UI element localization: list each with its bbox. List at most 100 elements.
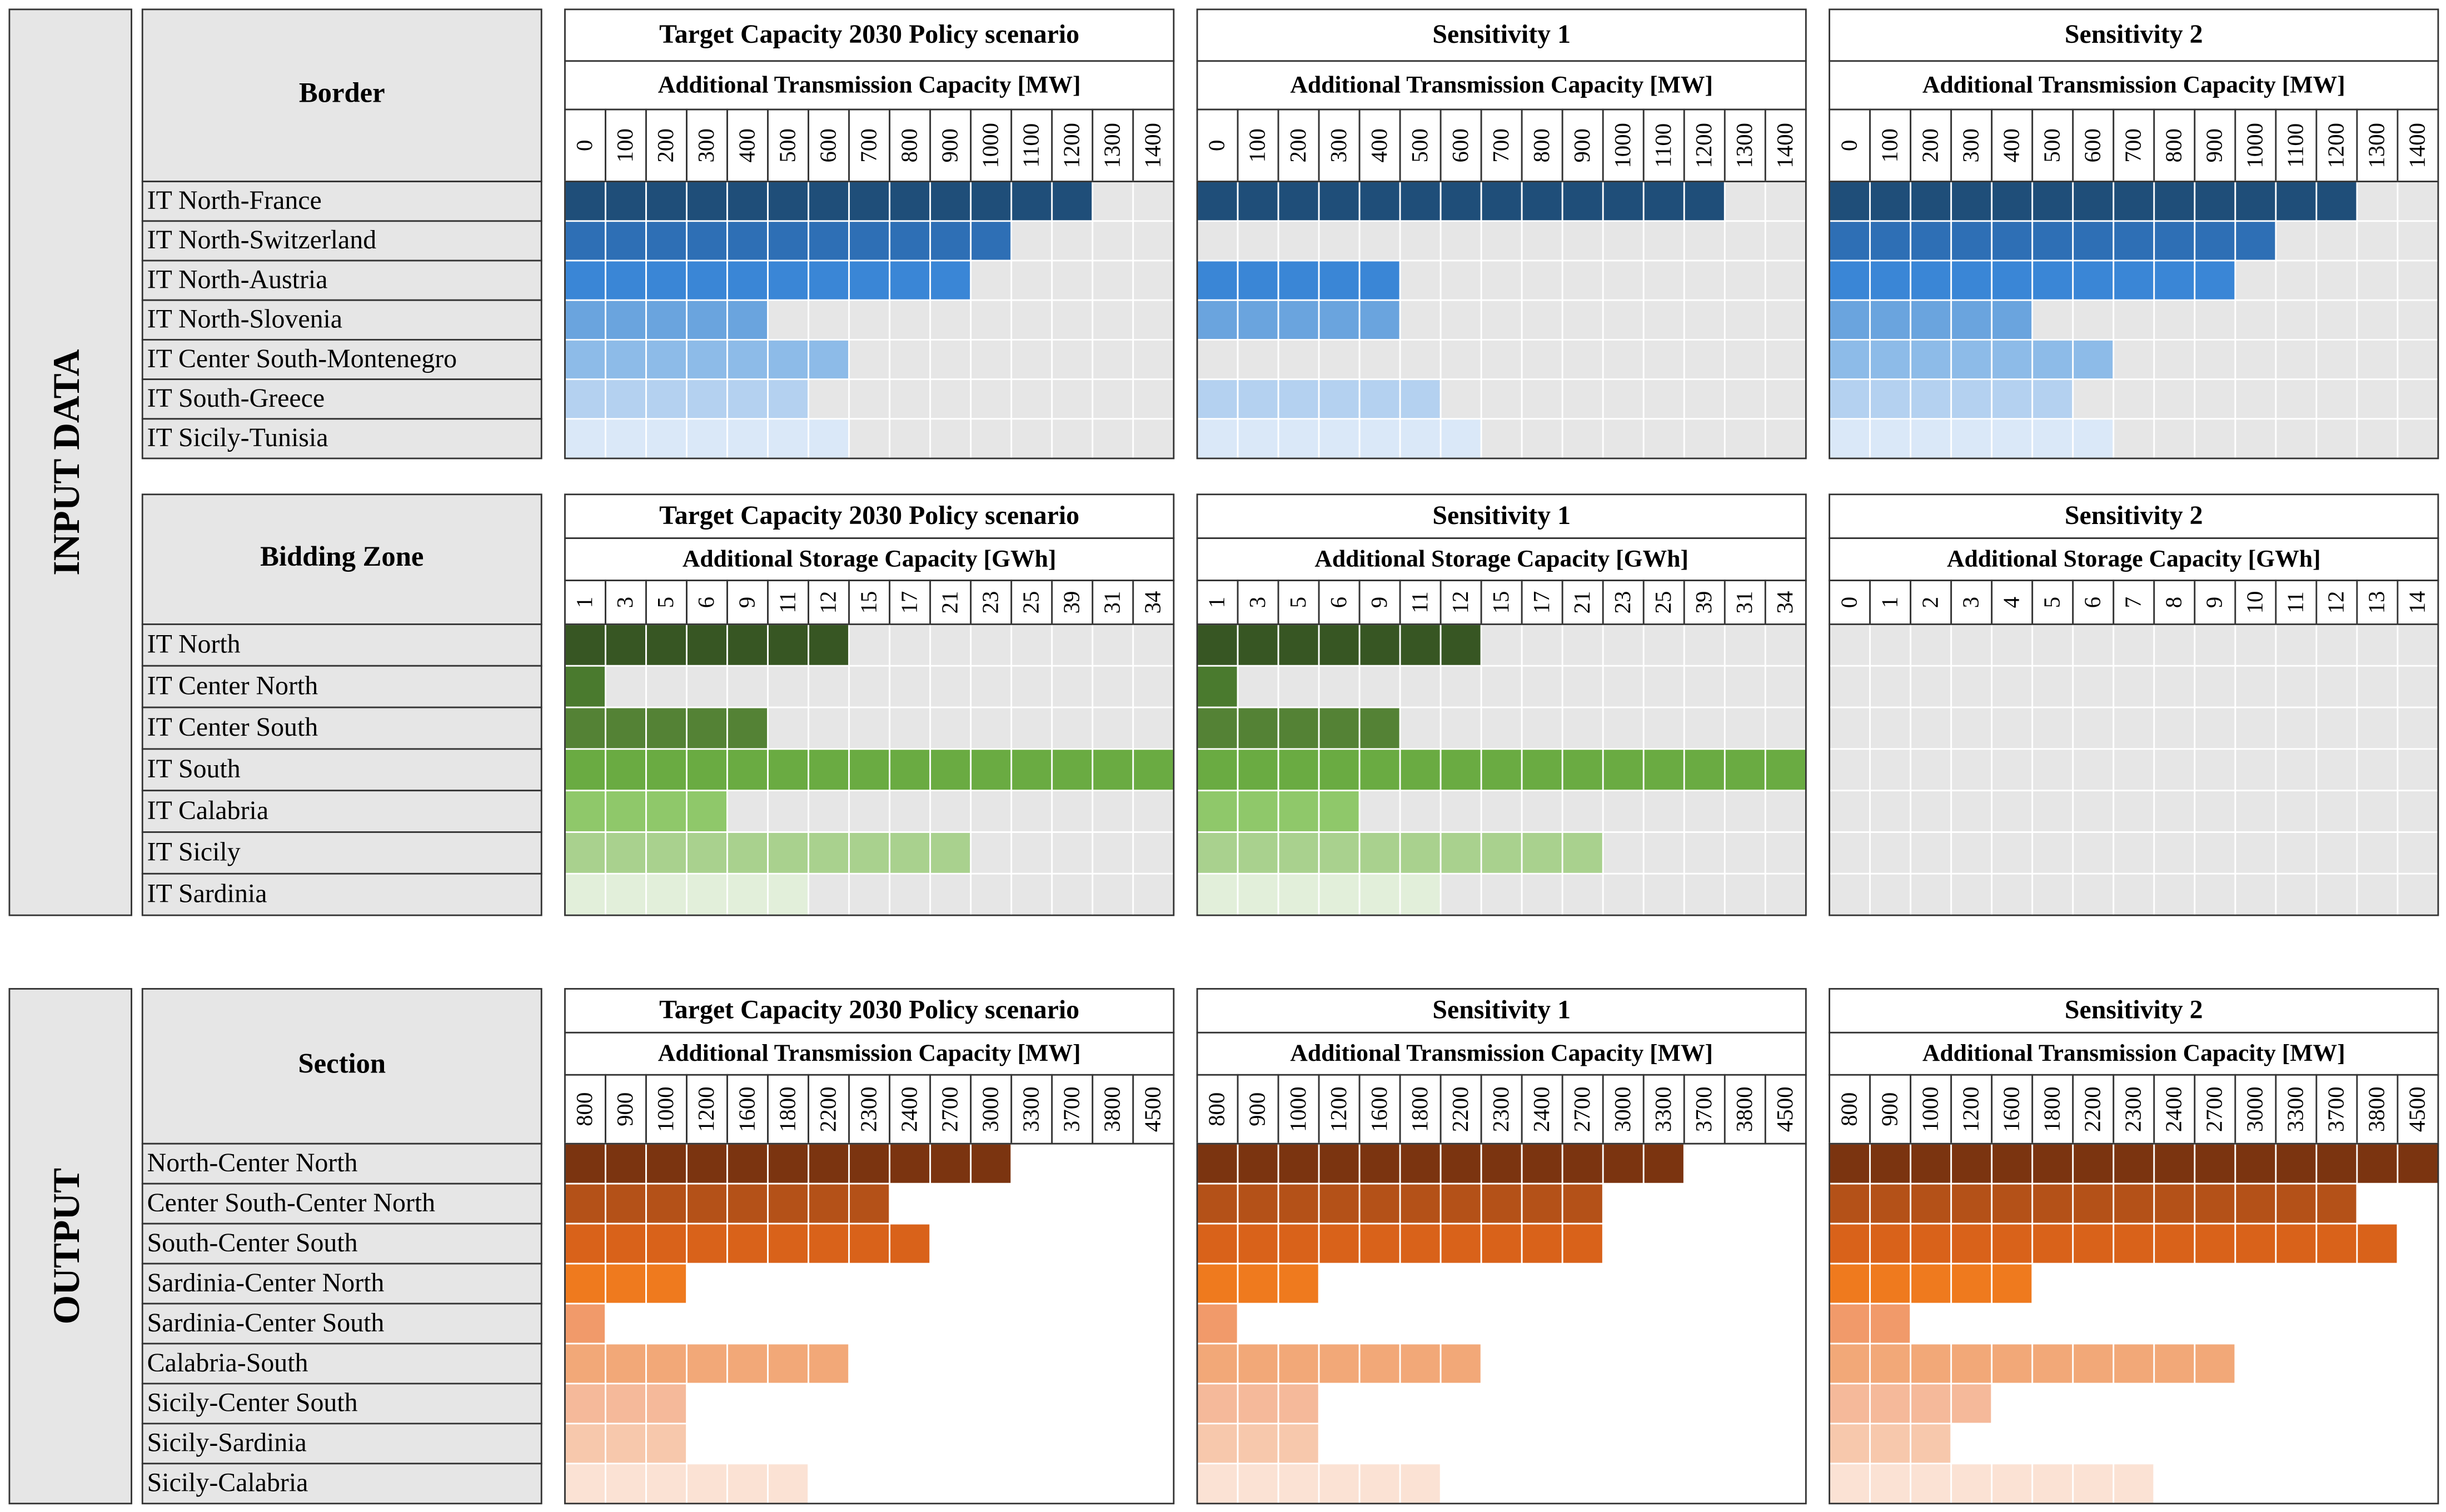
- filled-cell: [2275, 181, 2318, 222]
- column-label: 21: [1570, 591, 1595, 614]
- column-label: 500: [2039, 128, 2064, 162]
- filled-cell: [1869, 1463, 1912, 1505]
- column-header-box: [605, 108, 647, 183]
- panel-subtitle-box: [1196, 60, 1807, 111]
- filled-cell: [564, 1142, 606, 1185]
- panel-subtitle-box: [564, 1031, 1175, 1076]
- column-label: 10: [2243, 591, 2268, 614]
- filled-cell: [726, 706, 769, 750]
- filled-cell: [1318, 623, 1361, 667]
- empty-cell: [645, 665, 688, 708]
- column-header-box: [1869, 1074, 1912, 1145]
- filled-cell: [2194, 181, 2236, 222]
- filled-cell: [564, 1383, 606, 1425]
- empty-cell: [1132, 338, 1175, 380]
- filled-cell: [2153, 1343, 2196, 1385]
- filled-cell: [686, 831, 728, 875]
- empty-cell: [1764, 872, 1807, 916]
- filled-cell: [1051, 748, 1094, 792]
- empty-cell: [1642, 378, 1685, 420]
- panel-title: Sensitivity 1: [1432, 995, 1571, 1025]
- filled-cell: [1051, 181, 1094, 222]
- filled-cell: [1829, 220, 1871, 262]
- empty-cell: [1277, 338, 1320, 380]
- empty-cell: [1480, 706, 1523, 750]
- column-header-box: [1318, 1074, 1361, 1145]
- panel-subtitle: Additional Transmission Capacity [MW]: [1290, 1040, 1713, 1066]
- empty-cell: [1439, 220, 1482, 262]
- empty-cell: [1764, 181, 1807, 222]
- filled-cell: [889, 748, 931, 792]
- empty-cell: [605, 665, 647, 708]
- column-label: 3: [612, 597, 637, 608]
- column-header-box: [726, 580, 769, 625]
- empty-cell: [1399, 665, 1442, 708]
- panel-title: Sensitivity 2: [2065, 19, 2203, 49]
- filled-cell: [2275, 1142, 2318, 1185]
- empty-cell: [2234, 748, 2277, 792]
- column-header-box: [645, 580, 688, 625]
- panel-subtitle: Additional Storage Capacity [GWh]: [1947, 545, 2321, 572]
- empty-cell: [889, 299, 931, 341]
- column-header-box: [1399, 1074, 1442, 1145]
- empty-cell: [1829, 790, 1871, 833]
- filled-cell: [1399, 1463, 1442, 1505]
- empty-cell: [1602, 260, 1645, 301]
- column-header-box: [1358, 1074, 1401, 1145]
- empty-cell: [1132, 831, 1175, 875]
- filled-cell: [2234, 1142, 2277, 1185]
- column-header-box: [1132, 580, 1175, 625]
- filled-cell: [2031, 260, 2074, 301]
- panel-body-border: [564, 181, 1175, 460]
- empty-cell: [1723, 378, 1766, 420]
- empty-cell: [1683, 623, 1726, 667]
- filled-cell: [564, 623, 606, 667]
- column-label: 600: [1448, 128, 1473, 162]
- filled-cell: [1318, 790, 1361, 833]
- filled-cell: [767, 260, 810, 301]
- column-label: 2700: [1570, 1086, 1595, 1132]
- filled-cell: [564, 418, 606, 460]
- filled-cell: [2315, 1182, 2358, 1225]
- column-label: 3000: [978, 1086, 1003, 1132]
- empty-cell: [1092, 831, 1134, 875]
- filled-cell: [767, 623, 810, 667]
- filled-cell: [564, 831, 606, 875]
- empty-cell: [1196, 220, 1239, 262]
- filled-cell: [1561, 748, 1604, 792]
- empty-cell: [1869, 831, 1912, 875]
- column-label: 23: [1610, 591, 1635, 614]
- filled-cell: [645, 260, 688, 301]
- row-label-box: [141, 1383, 542, 1425]
- filled-cell: [605, 872, 647, 916]
- empty-cell: [2153, 623, 2196, 667]
- header-box: [141, 493, 542, 625]
- column-label: 400: [1999, 128, 2024, 162]
- empty-cell: [1991, 872, 2034, 916]
- empty-cell: [1764, 260, 1807, 301]
- filled-cell: [645, 1182, 688, 1225]
- filled-cell: [1521, 831, 1563, 875]
- empty-cell: [1764, 220, 1807, 262]
- filled-cell: [1439, 418, 1482, 460]
- filled-cell: [645, 1222, 688, 1265]
- row-label-box: [141, 748, 542, 792]
- row-label: IT South: [147, 754, 241, 784]
- filled-cell: [767, 1343, 810, 1385]
- column-header-box: [848, 108, 891, 183]
- filled-cell: [1910, 220, 1952, 262]
- empty-cell: [1683, 220, 1726, 262]
- empty-cell: [2356, 260, 2399, 301]
- empty-cell: [1561, 418, 1604, 460]
- filled-cell: [1829, 378, 1871, 420]
- filled-cell: [1910, 299, 1952, 341]
- empty-cell: [1764, 790, 1807, 833]
- empty-cell: [1683, 872, 1726, 916]
- row-label: Sicily-Calabria: [147, 1468, 308, 1498]
- column-header-box: [2397, 580, 2439, 625]
- filled-cell: [1277, 748, 1320, 792]
- column-label: 3300: [1651, 1086, 1676, 1132]
- empty-cell: [1642, 418, 1685, 460]
- column-header-box: [1132, 108, 1175, 183]
- filled-cell: [1991, 1182, 2034, 1225]
